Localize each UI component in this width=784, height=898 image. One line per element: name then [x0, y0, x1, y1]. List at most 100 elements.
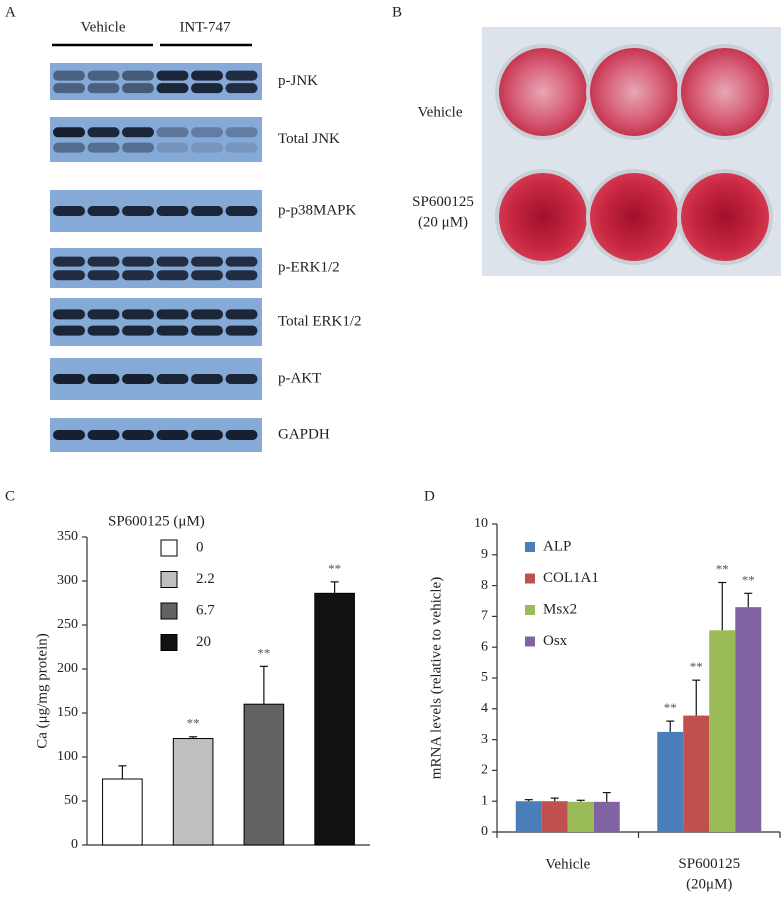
- band: [53, 325, 85, 336]
- blot-label: GAPDH: [278, 426, 330, 442]
- legend-label: 0: [196, 539, 204, 555]
- legend-label: Msx2: [543, 601, 577, 617]
- band: [122, 127, 154, 138]
- legend-swatch: [525, 573, 535, 584]
- band: [87, 70, 120, 81]
- panel-label: A: [5, 4, 16, 20]
- band: [156, 374, 189, 384]
- band: [87, 374, 120, 384]
- legend-label: 20: [196, 634, 211, 650]
- bar: [314, 592, 355, 846]
- group-label: Vehicle: [81, 19, 126, 35]
- legend-label: ALP: [543, 538, 571, 554]
- wells: [495, 44, 773, 265]
- y-tick-label: 300: [57, 573, 78, 588]
- band: [225, 309, 258, 320]
- legend-swatch: [525, 542, 535, 552]
- significance: **: [690, 659, 703, 674]
- band: [225, 325, 258, 336]
- band: [225, 70, 258, 81]
- bar: [541, 801, 568, 832]
- band: [53, 127, 85, 138]
- band: [191, 325, 223, 336]
- band: [156, 270, 189, 281]
- y-tick-label: 5: [481, 670, 488, 685]
- bar: [243, 703, 285, 846]
- band: [53, 374, 85, 384]
- band: [225, 256, 258, 267]
- band: [122, 270, 154, 281]
- band: [87, 127, 120, 138]
- bar: [567, 801, 594, 832]
- band: [191, 374, 223, 384]
- blot-label: p-AKT: [278, 370, 321, 386]
- y-tick-label: 1: [481, 793, 488, 808]
- band: [191, 309, 223, 320]
- legend-title: SP600125 (μM): [108, 513, 205, 529]
- band: [53, 309, 85, 320]
- band: [191, 270, 223, 281]
- bar: [172, 738, 214, 846]
- band: [122, 430, 154, 440]
- band: [53, 70, 85, 81]
- y-tick-label: 8: [481, 578, 488, 593]
- band: [191, 142, 223, 153]
- y-tick-label: 10: [474, 516, 488, 531]
- band: [53, 142, 85, 153]
- blot-label: p-JNK: [278, 73, 318, 89]
- x-tick-label: Vehicle: [545, 856, 590, 872]
- significance: **: [716, 562, 729, 577]
- y-tick-label: 350: [57, 529, 78, 544]
- y-tick-label: 0: [481, 824, 488, 839]
- x-tick-label: SP600125 (20μM): [678, 856, 740, 892]
- significance: **: [187, 716, 200, 731]
- band: [87, 206, 120, 216]
- band: [122, 256, 154, 267]
- bar: [683, 715, 710, 832]
- legend-swatch: [160, 571, 178, 588]
- y-tick-label: 50: [64, 793, 78, 808]
- y-tick-label: 7: [481, 609, 488, 624]
- band: [53, 256, 85, 267]
- bar: [593, 801, 620, 832]
- y-tick-label: 250: [57, 617, 78, 632]
- y-tick-label: 6: [481, 639, 488, 654]
- band: [87, 430, 120, 440]
- band: [191, 83, 223, 94]
- y-tick-label: 100: [57, 749, 78, 764]
- band: [156, 309, 189, 320]
- band: [122, 206, 154, 216]
- band: [87, 83, 120, 94]
- significance: **: [742, 572, 755, 587]
- band: [156, 256, 189, 267]
- blot: [50, 117, 262, 162]
- band: [225, 83, 258, 94]
- y-tick-label: 150: [57, 705, 78, 720]
- band: [225, 142, 258, 153]
- blot: [50, 248, 262, 288]
- legend-label: COL1A1: [543, 570, 599, 586]
- band: [122, 309, 154, 320]
- band: [191, 256, 223, 267]
- band: [191, 206, 223, 216]
- band: [122, 325, 154, 336]
- row-label: SP600125 (20 μM): [412, 194, 474, 230]
- band: [191, 430, 223, 440]
- group-label: INT-747: [179, 19, 231, 35]
- band: [191, 127, 223, 138]
- bar: [515, 801, 542, 832]
- y-tick-label: 9: [481, 547, 488, 562]
- band: [53, 83, 85, 94]
- legend-swatch: [525, 605, 535, 615]
- legend-label: 2.2: [196, 571, 215, 587]
- y-tick-label: 200: [57, 661, 78, 676]
- y-axis-label: Ca (μg/mg protein): [34, 633, 50, 749]
- band: [191, 70, 223, 81]
- band: [122, 70, 154, 81]
- band: [225, 374, 258, 384]
- band: [225, 270, 258, 281]
- band: [225, 430, 258, 440]
- y-tick-label: 4: [481, 701, 488, 716]
- y-axis-label: mRNA levels (relative to vehicle): [428, 577, 444, 779]
